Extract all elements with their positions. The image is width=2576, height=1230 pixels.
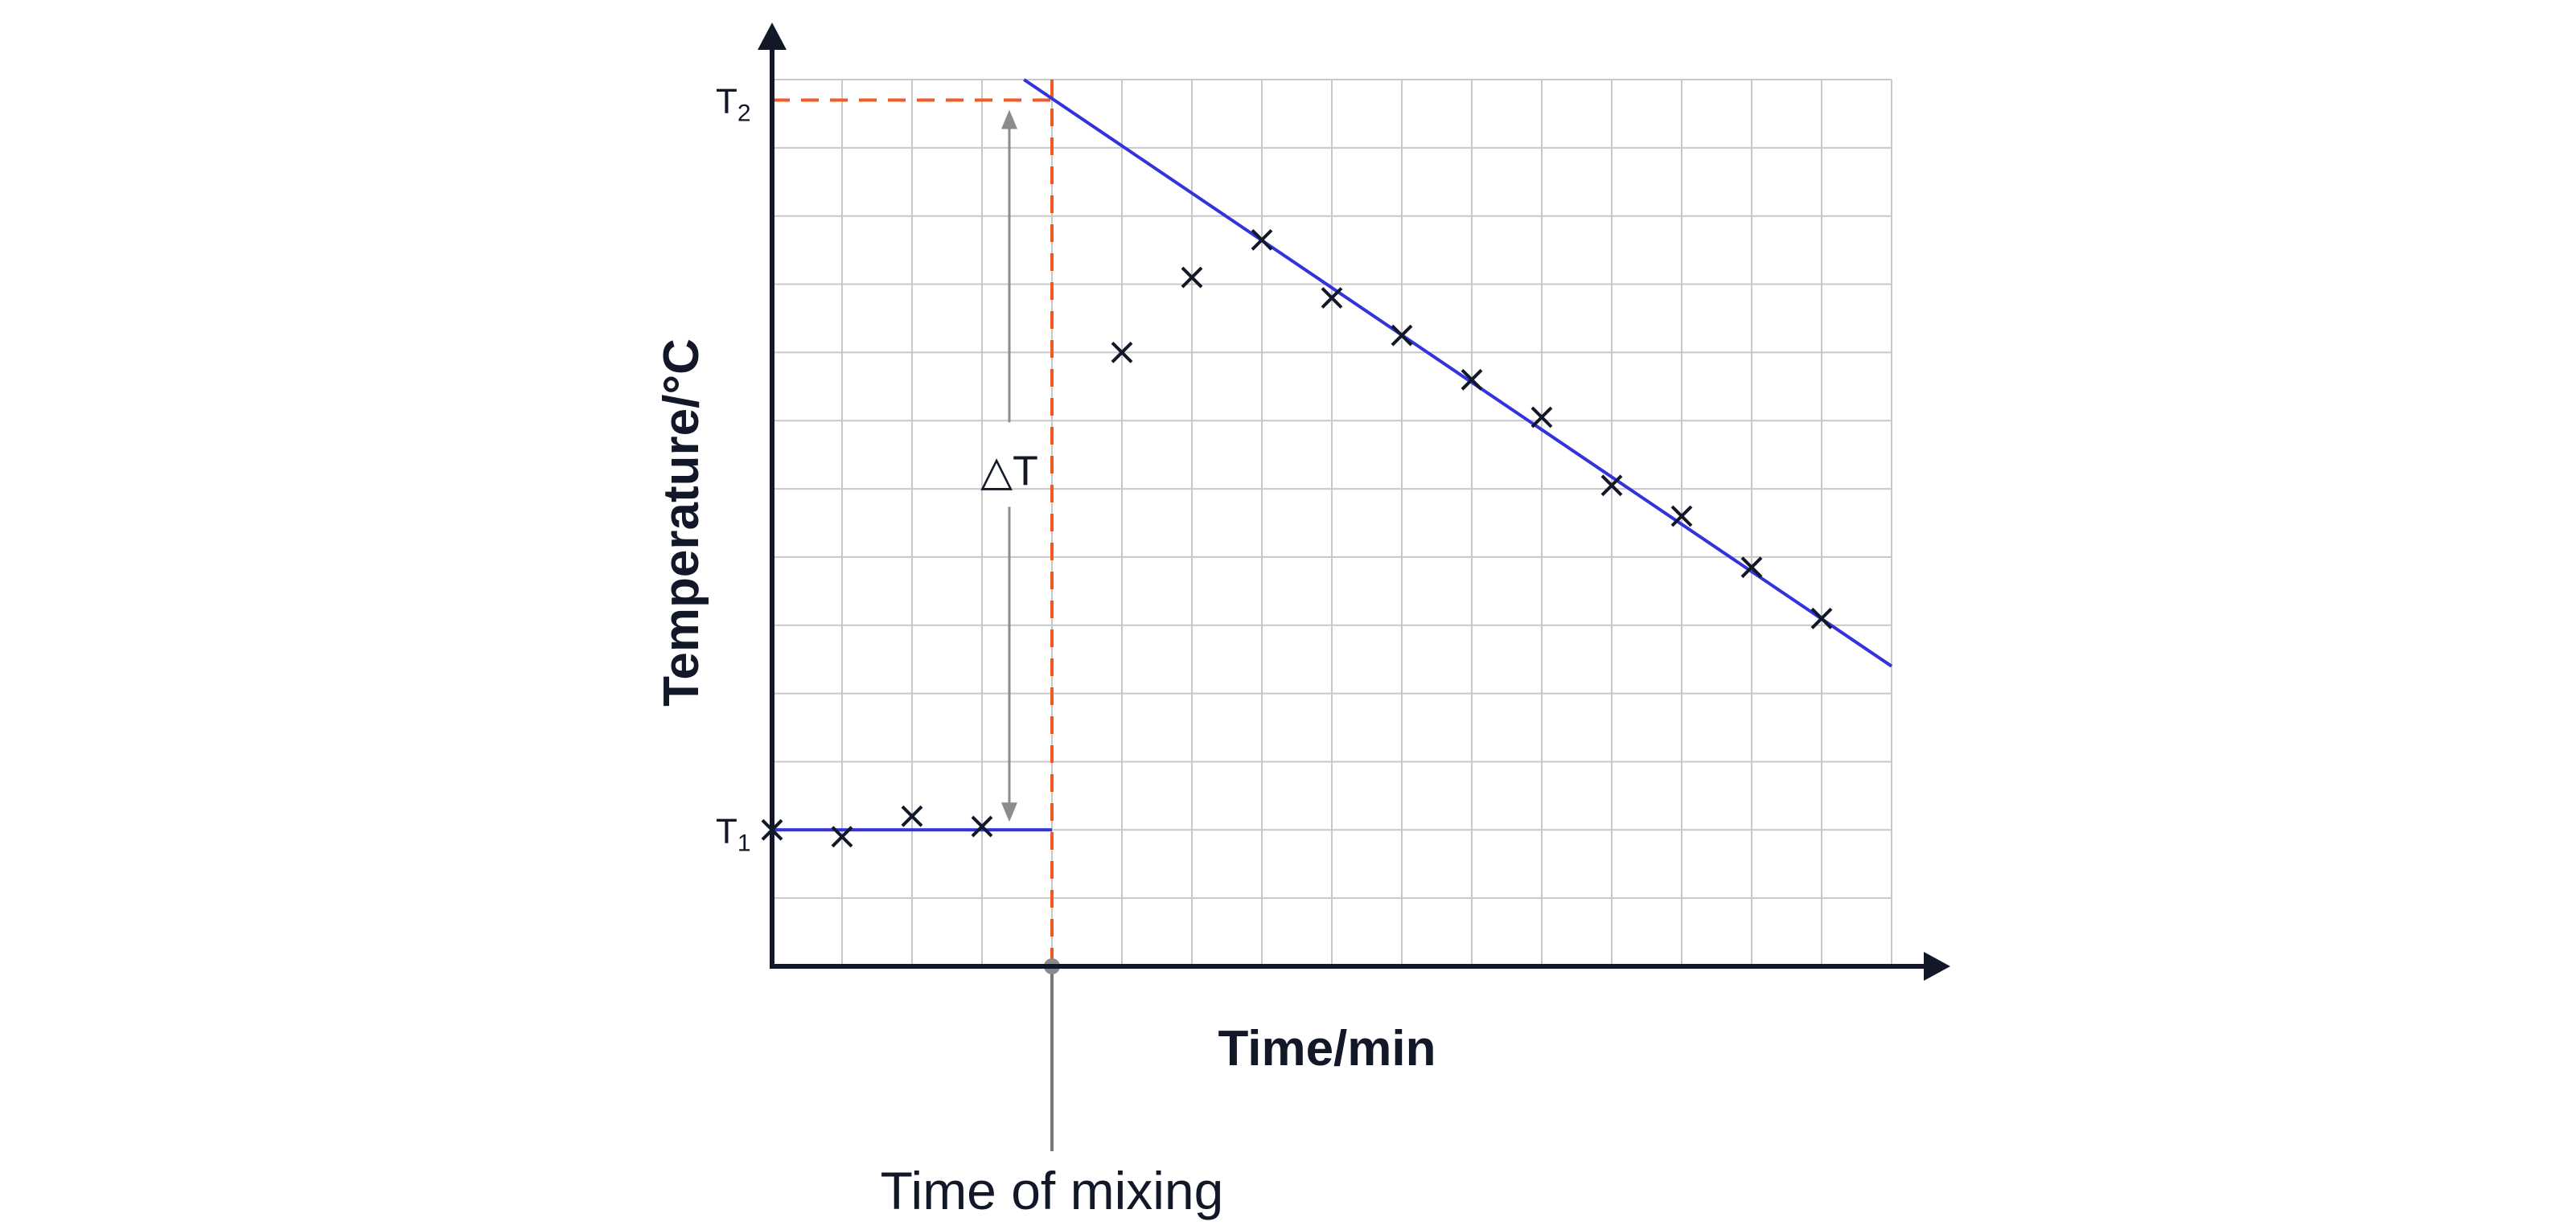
marker-stroke	[1251, 228, 1273, 251]
data-point-marker	[831, 826, 853, 848]
marker-stroke	[1600, 474, 1623, 497]
y-tick-label: T2	[716, 81, 751, 126]
x-axis-arrowhead	[1924, 952, 1950, 981]
axes	[758, 23, 1950, 981]
data-point-marker	[1321, 287, 1343, 309]
time-of-mixing-label: Time of mixing	[881, 1161, 1224, 1220]
marker-stroke	[971, 815, 993, 838]
y-tick-label: T1	[716, 811, 751, 856]
data-point-marker	[901, 805, 923, 827]
fit-lines	[772, 78, 1893, 832]
cooling-fit-line	[1023, 78, 1893, 668]
y-tick-label-main: T	[716, 811, 737, 851]
data-point-marker	[1111, 341, 1133, 363]
data-point-marker	[971, 815, 993, 838]
data-point-marker	[1530, 406, 1553, 428]
data-point-marker	[1461, 368, 1483, 391]
data-point-marker	[1740, 556, 1763, 579]
marker-stroke	[1810, 607, 1833, 629]
delta-t-label: △T	[980, 448, 1038, 494]
data-points	[761, 228, 1833, 848]
x-axis-label: Time/min	[1218, 1021, 1436, 1076]
marker-stroke	[1530, 406, 1553, 428]
marker-stroke	[1391, 324, 1413, 346]
data-point-marker	[1670, 505, 1693, 527]
delta-arrow-down-head	[1001, 802, 1017, 822]
marker-stroke	[1111, 341, 1133, 363]
data-point-marker	[1181, 266, 1203, 289]
delta-arrow-up-head	[1001, 109, 1017, 129]
data-point-marker	[1600, 474, 1623, 497]
marker-stroke	[1740, 556, 1763, 579]
marker-stroke	[1461, 368, 1483, 391]
grid	[772, 79, 1892, 966]
y-axis-arrowhead	[758, 23, 787, 50]
y-axis-label: Temperature/°C	[654, 338, 709, 707]
y-tick-label-subscript: 1	[737, 830, 751, 856]
data-point-marker	[1391, 324, 1413, 346]
marker-stroke	[831, 826, 853, 848]
guides	[772, 80, 1060, 1151]
y-tick-label-subscript: 2	[737, 100, 751, 126]
marker-stroke	[1670, 505, 1693, 527]
marker-stroke	[1321, 287, 1343, 309]
data-point-marker	[1810, 607, 1833, 629]
data-point-marker	[1251, 228, 1273, 251]
marker-stroke	[1181, 266, 1203, 289]
marker-stroke	[901, 805, 923, 827]
y-tick-label-main: T	[716, 81, 737, 121]
